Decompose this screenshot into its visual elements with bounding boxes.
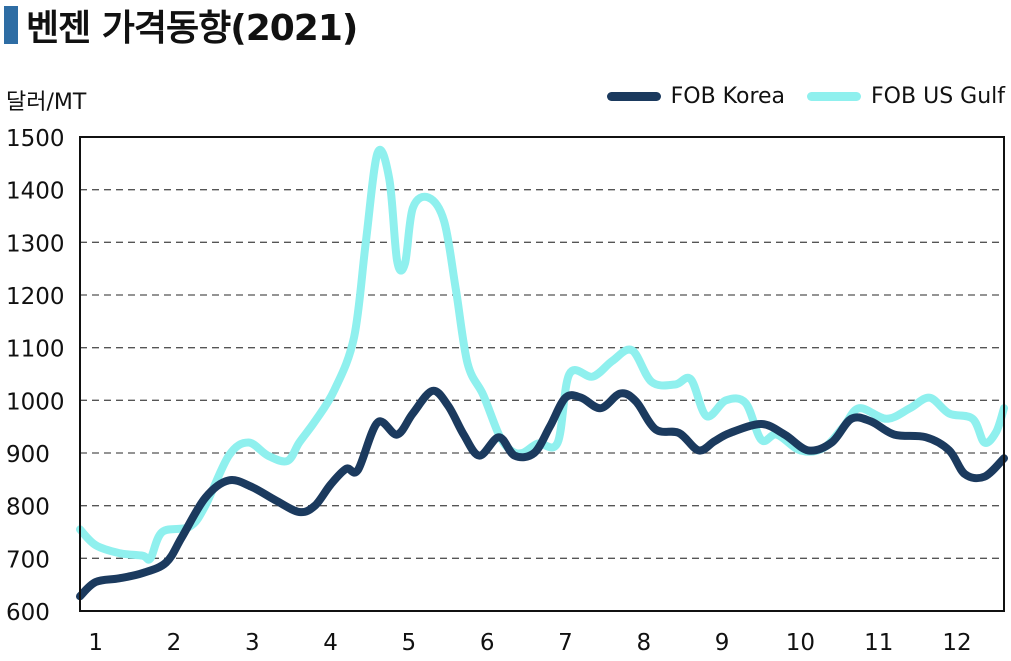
- x-tick-label-3: 3: [245, 630, 260, 656]
- y-tick-label-700: 700: [6, 547, 50, 573]
- legend-label-fob-us-gulf: FOB US Gulf: [871, 84, 1005, 109]
- title-marker: [4, 6, 18, 44]
- legend: FOB Korea FOB US Gulf: [585, 84, 1005, 109]
- legend-item-fob-korea: FOB Korea: [606, 84, 786, 109]
- x-tick-label-2: 2: [167, 630, 182, 656]
- y-axis-unit-label: 달러/MT: [6, 90, 87, 115]
- series-line-fob-korea: [76, 386, 1008, 601]
- y-tick-label-800: 800: [6, 495, 50, 521]
- x-tick-label-12: 12: [942, 630, 971, 656]
- y-tick-label-1200: 1200: [6, 284, 65, 310]
- y-tick-label-1000: 1000: [6, 389, 65, 415]
- x-tick-label-1: 1: [88, 630, 103, 656]
- y-tick-label-1100: 1100: [6, 337, 65, 363]
- plot-frame: [79, 136, 1005, 612]
- x-tick-label-9: 9: [715, 630, 730, 656]
- legend-label-fob-korea: FOB Korea: [670, 84, 786, 109]
- x-tick-label-7: 7: [558, 630, 573, 656]
- x-tick-label-10: 10: [786, 630, 815, 656]
- x-tick-label-8: 8: [636, 630, 651, 656]
- y-tick-label-600: 600: [6, 600, 50, 626]
- y-tick-label-1500: 1500: [6, 126, 65, 152]
- x-tick-label-11: 11: [864, 630, 893, 656]
- x-tick-label-5: 5: [402, 630, 417, 656]
- chart-title: 벤젠 가격동향(2021): [4, 2, 358, 49]
- legend-swatch-fob-korea: [606, 92, 661, 101]
- y-tick-label-1300: 1300: [6, 231, 65, 257]
- x-tick-label-4: 4: [323, 630, 338, 656]
- x-tick-label-6: 6: [480, 630, 495, 656]
- legend-item-fob-us-gulf: FOB US Gulf: [807, 84, 1005, 109]
- legend-swatch-fob-us-gulf: [807, 92, 862, 101]
- series-line-fob-us-gulf: [76, 145, 1008, 564]
- y-tick-label-1400: 1400: [6, 179, 65, 205]
- chart-title-text: 벤젠 가격동향(2021): [26, 8, 358, 49]
- y-tick-label-900: 900: [6, 442, 50, 468]
